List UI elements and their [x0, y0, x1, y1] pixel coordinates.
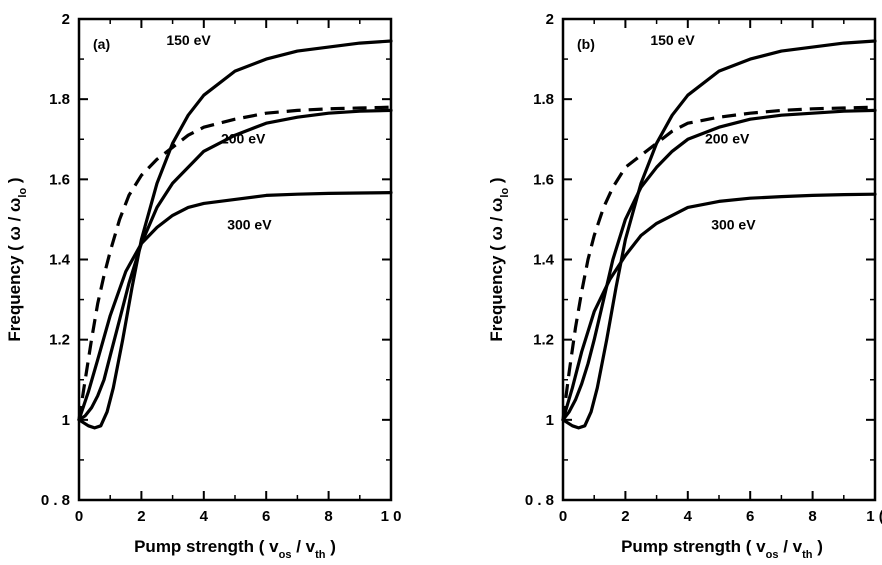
- y-axis-label: Frequency ( ω / ωlo ): [5, 177, 29, 341]
- y-tick-label: 1: [62, 412, 70, 429]
- panel-a: 0 2 4 6 8 1 0 0 . 8 1 1.2 1.4 1.6 1.8 2 150 eV 200 eV 3…: [5, 11, 401, 561]
- curve-dashed: [77, 105, 392, 421]
- x-tick-label: 2: [621, 508, 629, 525]
- y-tick-label: 1.6: [49, 171, 70, 188]
- plot-frame: [77, 17, 393, 502]
- x-tick-label: 1 (: [866, 508, 882, 525]
- x-tick-label: 0: [75, 508, 83, 525]
- y-tick-label: 0 . 8: [41, 492, 70, 509]
- x-tick-label: 4: [684, 508, 693, 525]
- plot-frame: [561, 17, 877, 502]
- curve-200ev: [77, 108, 393, 422]
- curve-300ev: [77, 191, 393, 422]
- y-tick-label: 1.2: [533, 332, 554, 349]
- y-tick-label: 1: [546, 412, 554, 429]
- y-tick-label: 1.4: [533, 252, 555, 269]
- label-300ev: 300 eV: [711, 216, 756, 232]
- curve-300ev: [561, 192, 877, 422]
- panel-b: 0 2 4 6 8 1 ( 0 . 8 1 1.2 1.4 1.6 1.8 2 150 eV 200 eV 3…: [487, 11, 882, 561]
- panel-label: (a): [93, 36, 110, 52]
- label-200ev: 200 eV: [221, 130, 266, 146]
- x-tick-label: 0: [559, 508, 567, 525]
- y-tick-label: 1.8: [533, 91, 554, 108]
- y-tick-label: 2: [546, 11, 554, 28]
- label-150ev: 150 eV: [650, 32, 695, 48]
- y-tick-label: 2: [62, 11, 70, 28]
- y-tick-label: 1.4: [49, 252, 71, 269]
- x-tick-label: 4: [200, 508, 209, 525]
- label-300ev: 300 eV: [227, 216, 272, 232]
- y-tick-label: 0 . 8: [525, 492, 554, 509]
- x-tick-label: 8: [808, 508, 816, 525]
- curve-150ev: [77, 39, 393, 430]
- panel-label: (b): [577, 36, 595, 52]
- curve-150ev: [561, 39, 877, 430]
- y-tick-label: 1.2: [49, 332, 70, 349]
- curve-200ev: [561, 108, 877, 422]
- x-tick-label: 1 0: [381, 508, 402, 525]
- y-tick-label: 1.8: [49, 91, 70, 108]
- y-tick-label: 1.6: [533, 171, 554, 188]
- x-axis-label: Pump strength ( vos / vth ): [134, 537, 336, 561]
- label-200ev: 200 eV: [705, 130, 750, 146]
- x-tick-label: 8: [324, 508, 332, 525]
- x-tick-label: 2: [137, 508, 145, 525]
- x-axis-label: Pump strength ( vos / vth ): [621, 537, 823, 561]
- curve-dashed: [561, 105, 876, 421]
- x-tick-label: 6: [746, 508, 754, 525]
- x-tick-label: 6: [262, 508, 270, 525]
- y-axis-label: Frequency ( ω / ωlo ): [487, 177, 511, 341]
- label-150ev: 150 eV: [166, 32, 211, 48]
